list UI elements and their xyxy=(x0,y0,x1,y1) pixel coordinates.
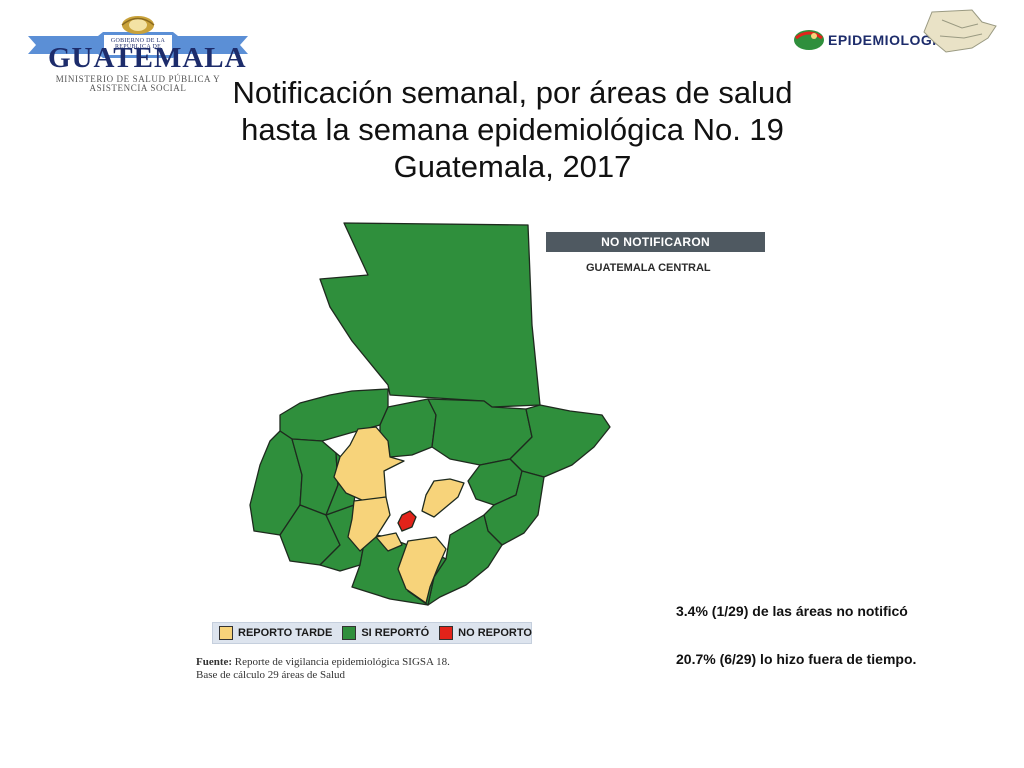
title-line-3: Guatemala, 2017 xyxy=(393,149,632,184)
map-area-late-baja-verapaz xyxy=(421,478,465,518)
logo-country-name: GUATEMALA xyxy=(48,42,247,74)
map-legend: REPORTO TARDE SI REPORTÓ NO REPORTO xyxy=(212,622,532,644)
epidemiologia-logo: EPIDEMIOLOGIA xyxy=(792,8,1004,58)
epidemiologia-logo-text: EPIDEMIOLOGIA xyxy=(828,32,948,48)
map-area-peten xyxy=(319,222,541,408)
no-notificaron-header: NO NOTIFICARON xyxy=(546,232,765,252)
globe-icon xyxy=(794,30,824,50)
no-notificaron-area: GUATEMALA CENTRAL xyxy=(586,262,711,274)
legend-label-reported: SI REPORTÓ xyxy=(361,627,430,639)
logo-banner-shape xyxy=(28,32,248,58)
source-note: Fuente: Reporte de vigilancia epidemioló… xyxy=(196,656,450,682)
map-area-izabal xyxy=(509,404,611,478)
title-line-2: hasta la semana epidemiológica No. 19 xyxy=(241,112,784,147)
title-line-1: Notificación semanal, por áreas de salud xyxy=(232,75,793,110)
source-label: Fuente: xyxy=(196,656,233,668)
map-sketch-icon xyxy=(923,9,997,53)
stat-not-notified: 3.4% (1/29) de las áreas no notificó xyxy=(676,603,908,619)
legend-label-not-reported: NO REPORTO xyxy=(458,627,532,639)
source-line2: Base de cálculo 29 áreas de Salud xyxy=(196,669,346,681)
logo-ministry-line2: ASISTENCIA SOCIAL xyxy=(89,83,187,93)
legend-swatch-reported xyxy=(342,626,357,640)
source-text: Reporte de vigilancia epidemiológica SIG… xyxy=(234,656,450,668)
legend-swatch-not-reported xyxy=(439,626,454,640)
logo-gov-line: GOBIERNO DE LA REPÚBLICA DE xyxy=(110,38,166,50)
guatemala-government-logo: GOBIERNO DE LA REPÚBLICA DE GUATEMALA MI… xyxy=(28,14,248,93)
page-title: Notificación semanal, por áreas de salud… xyxy=(160,74,865,185)
logo-ministry-line1: MINISTERIO DE SALUD PÚBLICA Y xyxy=(55,74,221,84)
guatemala-health-areas-map xyxy=(249,222,611,606)
map-area-late-santa-rosa xyxy=(397,536,447,604)
legend-label-late: REPORTO TARDE xyxy=(238,627,333,639)
map-area-not-reported-guatemala-central xyxy=(397,510,417,532)
map-area-late-chimaltenango xyxy=(347,496,391,552)
legend-swatch-late xyxy=(219,626,233,640)
coat-of-arms-icon xyxy=(121,16,155,34)
map-area-late-sacatepequez xyxy=(375,532,403,552)
stat-late: 20.7% (6/29) lo hizo fuera de tiempo. xyxy=(676,651,917,667)
